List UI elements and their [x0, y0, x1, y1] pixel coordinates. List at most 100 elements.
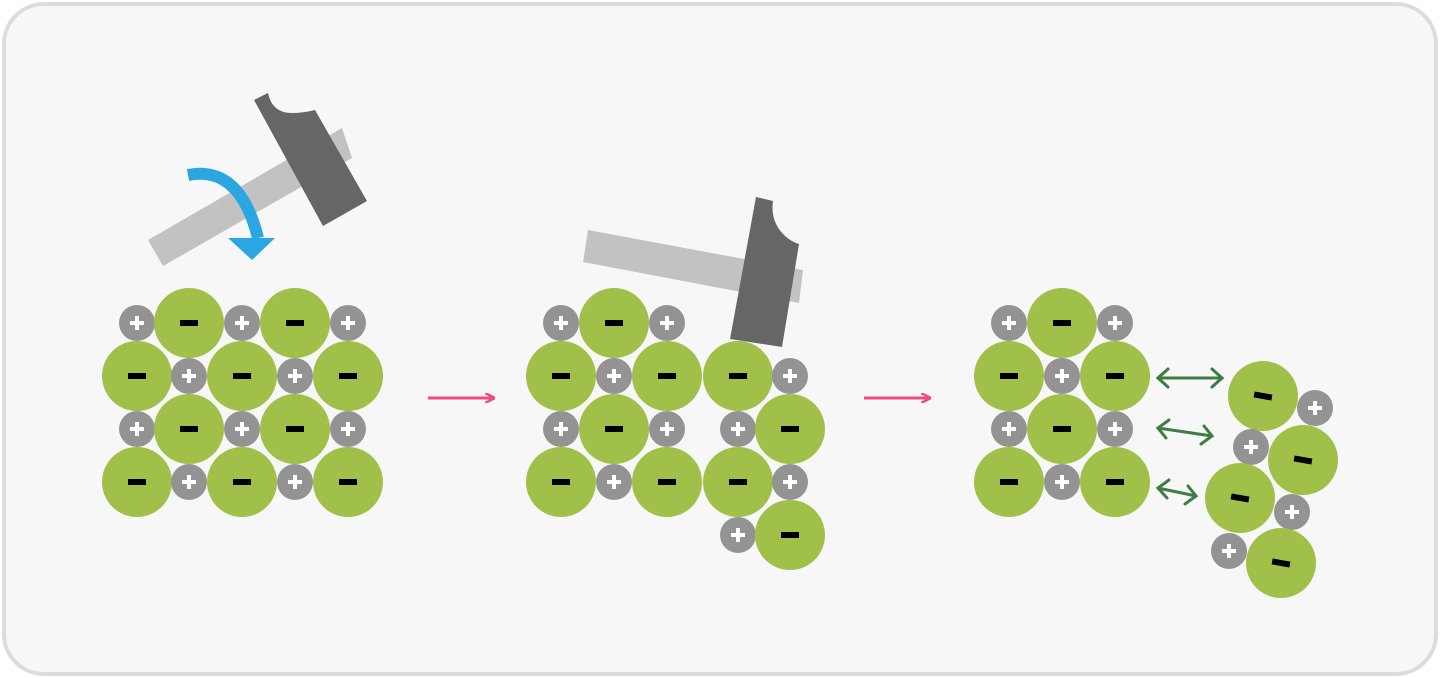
anion-6	[154, 394, 224, 464]
cation-14	[772, 358, 808, 394]
anion-23	[1080, 341, 1150, 411]
minus-sign	[1106, 373, 1124, 379]
anion-30	[1246, 528, 1316, 598]
minus-sign	[1253, 391, 1273, 401]
minus-sign	[1293, 455, 1313, 465]
anion-10	[313, 447, 383, 517]
anion-28	[1268, 425, 1338, 495]
plus-sign	[660, 422, 674, 436]
plus-sign	[288, 475, 302, 489]
plus-sign	[341, 422, 355, 436]
anion-16	[755, 394, 825, 464]
anion-26	[1080, 447, 1150, 517]
cation-25	[1097, 411, 1133, 447]
plus-sign	[1222, 544, 1236, 558]
plus-sign	[1308, 401, 1322, 415]
minus-sign	[1106, 479, 1124, 485]
minus-sign	[658, 479, 676, 485]
minus-sign	[339, 479, 357, 485]
plus-sign	[1055, 475, 1069, 489]
cation-10	[277, 464, 313, 500]
anion-2	[260, 288, 330, 358]
anion-25	[974, 447, 1044, 517]
plus-sign	[731, 422, 745, 436]
plus-sign	[1055, 369, 1069, 383]
cation-13	[596, 358, 632, 394]
anion-22	[974, 341, 1044, 411]
cation-20	[720, 517, 756, 553]
minus-sign	[1271, 558, 1291, 568]
cation-3	[330, 305, 366, 341]
anion-24	[1027, 394, 1097, 464]
minus-sign	[286, 320, 304, 326]
cation-4	[171, 358, 207, 394]
minus-sign	[339, 373, 357, 379]
plus-sign	[182, 369, 196, 383]
minus-sign	[552, 373, 570, 379]
swing-arrow	[186, 167, 275, 260]
minus-sign	[552, 479, 570, 485]
cation-28	[1233, 429, 1269, 465]
plus-sign	[1002, 422, 1016, 436]
minus-sign	[1000, 479, 1018, 485]
anion-5	[313, 341, 383, 411]
repulsion-arrow-1	[1155, 367, 1225, 389]
minus-sign	[729, 373, 747, 379]
repulsion-arrow-3	[1155, 478, 1199, 506]
anion-19	[703, 447, 773, 517]
anion-4	[207, 341, 277, 411]
cation-16	[649, 411, 685, 447]
swing-arrow-head	[228, 238, 275, 260]
cation-22	[1097, 305, 1133, 341]
anion-20	[755, 500, 825, 570]
anion-1	[154, 288, 224, 358]
cation-15	[543, 411, 579, 447]
plus-sign	[235, 422, 249, 436]
plus-sign	[130, 316, 144, 330]
plus-sign	[554, 316, 568, 330]
plus-sign	[288, 369, 302, 383]
cation-8	[330, 411, 366, 447]
plus-sign	[341, 316, 355, 330]
anion-12	[526, 341, 596, 411]
cation-26	[1044, 464, 1080, 500]
minus-sign	[658, 373, 676, 379]
minus-sign	[605, 426, 623, 432]
minus-sign	[233, 479, 251, 485]
repulsion-arrow-2	[1155, 418, 1215, 446]
cation-21	[991, 305, 1027, 341]
minus-sign	[781, 426, 799, 432]
plus-sign	[1002, 316, 1016, 330]
hammer-1	[148, 93, 367, 266]
plus-sign	[554, 422, 568, 436]
minus-sign	[1053, 426, 1071, 432]
anion-7	[260, 394, 330, 464]
minus-sign	[128, 373, 146, 379]
cation-12	[649, 305, 685, 341]
minus-sign	[286, 426, 304, 432]
plus-sign	[731, 528, 745, 542]
cation-30	[1211, 533, 1247, 569]
plus-sign	[1108, 422, 1122, 436]
cation-7	[224, 411, 260, 447]
cation-29	[1274, 494, 1310, 530]
plus-sign	[235, 316, 249, 330]
cation-18	[596, 464, 632, 500]
anion-3	[102, 341, 172, 411]
cation-11	[543, 305, 579, 341]
anion-29	[1205, 463, 1275, 533]
anion-18	[632, 447, 702, 517]
minus-sign	[180, 320, 198, 326]
minus-sign	[233, 373, 251, 379]
repulsion-arrows	[1155, 367, 1225, 506]
minus-sign	[605, 320, 623, 326]
minus-sign	[729, 479, 747, 485]
minus-sign	[1230, 493, 1250, 503]
cation-23	[1044, 358, 1080, 394]
hammer-2-head	[730, 197, 799, 347]
cation-19	[772, 464, 808, 500]
plus-sign	[1108, 316, 1122, 330]
minus-sign	[1053, 320, 1071, 326]
cation-6	[119, 411, 155, 447]
